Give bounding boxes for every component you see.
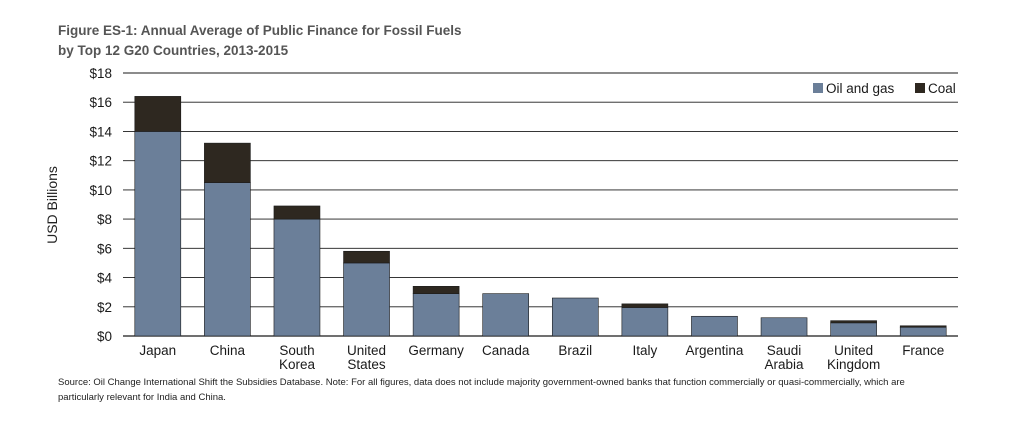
bar-oil-and-gas — [273, 218, 321, 337]
bar-coal — [273, 205, 321, 220]
y-tick-label: $6 — [97, 241, 112, 256]
x-tick-label: France — [902, 343, 944, 358]
x-tick-label: China — [210, 343, 246, 358]
y-tick-label: $4 — [97, 271, 113, 286]
bar-oil-and-gas — [621, 307, 669, 337]
bar-coal — [343, 250, 390, 264]
legend-swatch-coal — [915, 83, 925, 93]
bar-oil-and-gas — [204, 182, 251, 337]
bar-oil-and-gas — [551, 297, 599, 337]
x-tick-label: Brazil — [558, 343, 592, 358]
bar-coal — [899, 325, 947, 328]
bar-coal — [621, 303, 669, 308]
legend-label-coal: Coal — [928, 81, 956, 96]
y-tick-label: $0 — [97, 329, 112, 344]
chart-title: Figure ES-1: Annual Average of Public Fi… — [58, 21, 462, 61]
y-tick-label: $10 — [89, 183, 112, 198]
y-tick-label: $2 — [97, 300, 112, 315]
bar-oil-and-gas — [830, 322, 877, 337]
x-tick-label: United — [347, 343, 386, 358]
x-tick-label: States — [347, 357, 386, 372]
x-tick-label: Canada — [482, 343, 530, 358]
y-tick-label: $16 — [89, 95, 112, 110]
x-tick-label: Saudi — [767, 343, 802, 358]
y-tick-label: $12 — [89, 154, 112, 169]
bar-oil-and-gas — [343, 262, 390, 337]
legend-label-oil-and-gas: Oil and gas — [826, 81, 895, 96]
bar-chart: $0 $2 $4 $6 $8 $10 $12 $14 $16 $18 Japan China South… — [89, 66, 958, 372]
chart-title-line-1: Figure ES-1: Annual Average of Public Fi… — [58, 23, 462, 38]
x-tick-label: Japan — [139, 343, 176, 358]
bar-oil-and-gas — [412, 293, 460, 337]
legend-swatch-oil-and-gas — [813, 83, 823, 93]
bar-coal — [134, 96, 182, 132]
x-tick-label: United — [834, 343, 873, 358]
x-tick-label: Argentina — [686, 343, 744, 358]
bar-oil-and-gas — [899, 326, 947, 337]
bar-coal — [204, 142, 251, 183]
x-tick-label: Arabia — [765, 357, 805, 372]
bar-oil-and-gas — [134, 131, 182, 337]
bar-coal — [412, 286, 460, 294]
chart-title-line-2: by Top 12 G20 Countries, 2013-2015 — [58, 43, 289, 58]
y-tick-label: $8 — [97, 212, 112, 227]
y-tick-label: $14 — [89, 124, 112, 139]
x-tick-label: Kingdom — [827, 357, 880, 372]
x-tick-label: Germany — [408, 343, 464, 358]
x-tick-label: Italy — [632, 343, 657, 358]
source-note: Source: Oil Change International Shift t… — [58, 377, 905, 403]
y-tick-label: $18 — [89, 66, 112, 81]
bar-coal — [830, 320, 877, 324]
x-tick-label: Korea — [279, 357, 316, 372]
bar-oil-and-gas — [691, 315, 738, 337]
bar-oil-and-gas — [760, 317, 808, 337]
bar-oil-and-gas — [482, 293, 530, 337]
x-tick-label: South — [279, 343, 314, 358]
